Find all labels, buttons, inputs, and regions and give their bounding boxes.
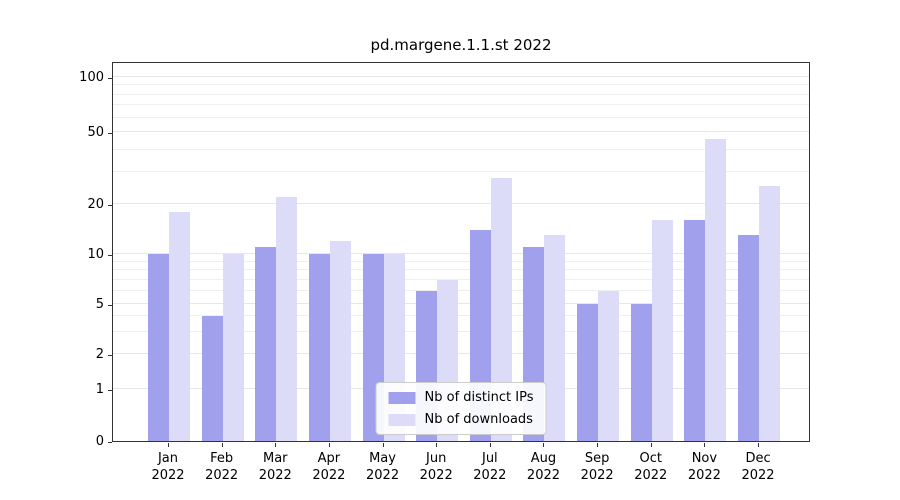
bar-downloads xyxy=(759,186,781,441)
legend-item: Nb of downloads xyxy=(388,412,534,427)
y-tick-label: 5 xyxy=(95,297,104,312)
x-tick-mark xyxy=(489,443,491,447)
bar-distinct-ips xyxy=(630,304,652,441)
y-tick-mark xyxy=(108,255,112,256)
gridline-minor xyxy=(113,104,809,106)
gridline-minor xyxy=(113,84,809,86)
gridline-major xyxy=(113,353,809,354)
x-tick-mark xyxy=(597,443,599,447)
x-tick-mark xyxy=(543,443,545,447)
bar-downloads xyxy=(598,290,620,441)
x-tick-label: Apr 2022 xyxy=(312,451,346,483)
bar-downloads xyxy=(544,235,566,441)
gridline-major xyxy=(113,253,809,254)
x-tick-label: Jul 2022 xyxy=(473,451,507,483)
x-tick-mark xyxy=(275,443,277,447)
chart-title: pd.margene.1.1.st 2022 xyxy=(370,36,552,54)
y-tick-label: 20 xyxy=(87,197,104,212)
bar-distinct-ips xyxy=(308,254,330,441)
x-tick-label: Jan 2022 xyxy=(151,451,185,483)
gridline-major xyxy=(113,76,809,77)
gridline-major xyxy=(113,303,809,304)
legend-swatch xyxy=(388,391,416,404)
bar-downloads xyxy=(329,240,351,441)
legend-label: Nb of downloads xyxy=(424,412,533,427)
x-tick-label: Sep 2022 xyxy=(580,451,614,483)
x-tick-label: Nov 2022 xyxy=(687,451,721,483)
bar-downloads xyxy=(169,211,190,441)
gridline-minor xyxy=(113,278,809,280)
x-tick-mark xyxy=(221,443,223,447)
bar-distinct-ips xyxy=(148,254,169,441)
gridline-major xyxy=(113,131,809,132)
y-tick-mark xyxy=(108,390,112,391)
x-tick-label: Jun 2022 xyxy=(419,451,453,483)
gridline-minor xyxy=(113,93,809,95)
gridline-major xyxy=(113,203,809,204)
gridline-minor xyxy=(113,289,809,291)
gridline-minor xyxy=(113,269,809,271)
y-tick-label: 0 xyxy=(95,434,104,449)
gridline-minor xyxy=(113,330,809,332)
x-tick-label: Oct 2022 xyxy=(634,451,668,483)
y-tick-label: 1 xyxy=(95,382,104,397)
x-tick-label: Mar 2022 xyxy=(258,451,292,483)
legend-swatch xyxy=(388,413,416,426)
x-tick-mark xyxy=(758,443,760,447)
bar-distinct-ips xyxy=(577,304,599,441)
x-tick-mark xyxy=(436,443,438,447)
x-tick-mark xyxy=(382,443,384,447)
y-tick-mark xyxy=(108,133,112,134)
y-tick-label: 10 xyxy=(87,247,104,262)
bar-downloads xyxy=(651,220,673,441)
x-tick-label: Dec 2022 xyxy=(741,451,775,483)
y-tick-mark xyxy=(108,305,112,306)
bar-distinct-ips xyxy=(684,220,706,441)
y-tick-mark xyxy=(108,205,112,206)
y-tick-mark xyxy=(108,355,112,356)
legend: Nb of distinct IPs Nb of downloads xyxy=(375,382,547,435)
x-tick-mark xyxy=(704,443,706,447)
bar-downloads xyxy=(276,196,298,441)
plot-area: Nb of distinct IPs Nb of downloads xyxy=(112,62,810,442)
y-tick-mark xyxy=(108,78,112,79)
bar-downloads xyxy=(222,254,244,441)
gridline-minor xyxy=(113,116,809,118)
bar-distinct-ips xyxy=(255,247,277,441)
gridline-minor xyxy=(113,315,809,317)
x-tick-mark xyxy=(168,443,169,447)
gridline-minor xyxy=(113,171,809,173)
gridline-minor xyxy=(113,260,809,262)
bar-downloads xyxy=(705,138,727,441)
y-tick-mark xyxy=(108,442,112,443)
bar-downloads xyxy=(490,177,512,441)
x-tick-mark xyxy=(650,443,652,447)
bar-distinct-ips xyxy=(738,235,760,441)
y-tick-label: 2 xyxy=(95,347,104,362)
x-tick-label: Feb 2022 xyxy=(205,451,239,483)
y-tick-label: 50 xyxy=(87,125,104,140)
y-tick-label: 100 xyxy=(79,70,104,85)
bar-distinct-ips xyxy=(201,316,223,441)
x-tick-mark xyxy=(328,443,330,447)
x-tick-label: May 2022 xyxy=(366,451,400,483)
legend-label: Nb of distinct IPs xyxy=(424,390,534,405)
x-tick-label: Aug 2022 xyxy=(526,451,561,483)
legend-item: Nb of distinct IPs xyxy=(388,390,534,405)
gridline-minor xyxy=(113,148,809,150)
